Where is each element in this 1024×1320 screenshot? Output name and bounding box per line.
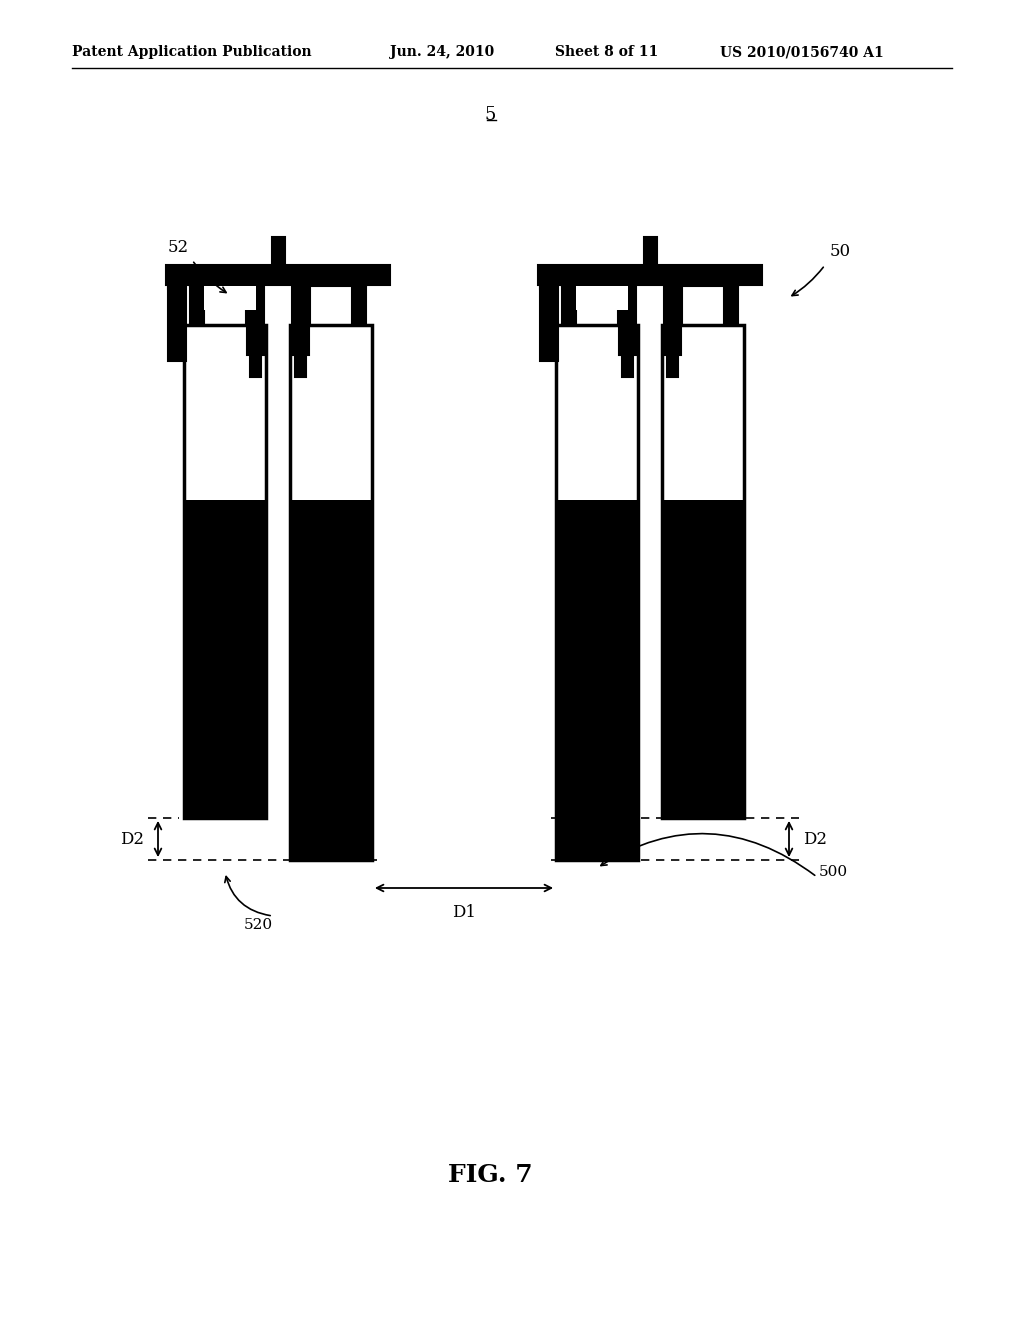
Bar bbox=[184, 325, 266, 818]
Bar bbox=[540, 271, 558, 360]
Bar bbox=[184, 325, 266, 500]
Bar bbox=[538, 265, 762, 285]
Bar bbox=[168, 271, 171, 289]
Text: US 2010/0156740 A1: US 2010/0156740 A1 bbox=[720, 45, 884, 59]
Text: 52: 52 bbox=[168, 239, 188, 256]
Text: D2: D2 bbox=[803, 830, 827, 847]
Text: 5: 5 bbox=[484, 106, 496, 124]
Bar bbox=[204, 286, 256, 310]
Bar bbox=[562, 273, 575, 325]
Bar bbox=[556, 325, 638, 861]
Text: Patent Application Publication: Patent Application Publication bbox=[72, 45, 311, 59]
Bar bbox=[190, 273, 260, 286]
Text: Jun. 24, 2010: Jun. 24, 2010 bbox=[390, 45, 495, 59]
Bar bbox=[724, 273, 738, 325]
FancyArrowPatch shape bbox=[225, 876, 270, 916]
Bar bbox=[190, 273, 204, 325]
Bar bbox=[540, 271, 543, 289]
Bar bbox=[662, 500, 744, 818]
Bar bbox=[556, 500, 638, 861]
Bar bbox=[290, 325, 372, 500]
Text: 520: 520 bbox=[244, 917, 272, 932]
Bar bbox=[272, 238, 285, 265]
Text: D2: D2 bbox=[120, 830, 144, 847]
FancyArrowPatch shape bbox=[194, 263, 226, 293]
Text: 500: 500 bbox=[819, 865, 848, 879]
FancyArrowPatch shape bbox=[792, 267, 823, 296]
Bar bbox=[662, 325, 744, 500]
Bar bbox=[575, 286, 628, 310]
Bar bbox=[292, 285, 309, 355]
Bar bbox=[618, 273, 632, 325]
Bar bbox=[290, 500, 372, 861]
Bar bbox=[166, 265, 390, 285]
Bar bbox=[290, 325, 372, 861]
Bar bbox=[668, 273, 738, 286]
Bar bbox=[618, 285, 636, 355]
Bar bbox=[296, 273, 310, 325]
Bar bbox=[662, 325, 744, 818]
Bar bbox=[296, 273, 366, 286]
Bar bbox=[562, 273, 632, 286]
Bar bbox=[250, 355, 261, 378]
Bar bbox=[644, 238, 657, 265]
Text: 50: 50 bbox=[829, 243, 851, 260]
Bar bbox=[667, 355, 678, 378]
Bar bbox=[556, 325, 638, 500]
Bar bbox=[668, 273, 682, 325]
Bar bbox=[622, 355, 633, 378]
Bar bbox=[352, 273, 366, 325]
FancyArrowPatch shape bbox=[601, 834, 815, 875]
Text: Sheet 8 of 11: Sheet 8 of 11 bbox=[555, 45, 658, 59]
Bar bbox=[246, 273, 260, 325]
Bar bbox=[184, 500, 266, 818]
Bar bbox=[664, 285, 681, 355]
Text: D1: D1 bbox=[452, 904, 476, 921]
Bar bbox=[168, 271, 186, 360]
Text: FIG. 7: FIG. 7 bbox=[447, 1163, 532, 1187]
Bar bbox=[295, 355, 306, 378]
Bar bbox=[247, 285, 264, 355]
